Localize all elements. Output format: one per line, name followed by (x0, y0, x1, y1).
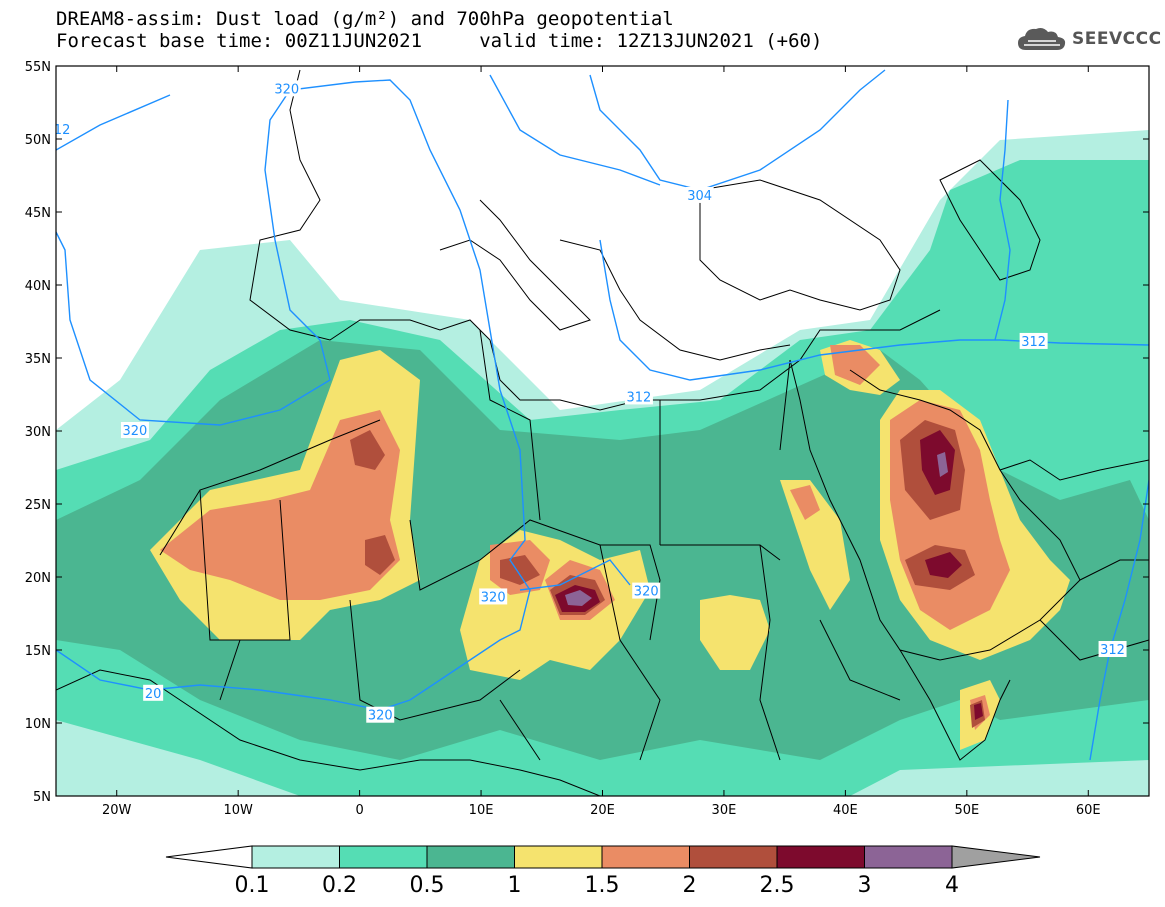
lon-tick-label: 20W (102, 803, 132, 818)
lon-tick-label: 60E (1076, 803, 1101, 818)
lat-tick-label: 55N (25, 60, 51, 75)
lat-tick-label: 10N (25, 717, 51, 732)
title-line-1: DREAM8-assim: Dust load (g/m²) and 700hP… (56, 8, 674, 30)
colorbar-swatch (776, 845, 865, 869)
contour-label: 320 (368, 709, 393, 724)
colorbar-label: 4 (945, 873, 959, 898)
colorbar-swatch (251, 845, 340, 869)
geopotential-contours (56, 69, 1149, 761)
colorbar-label: 1 (508, 873, 522, 898)
colorbar-label: 0.5 (410, 873, 445, 898)
map-title: DREAM8-assim: Dust load (g/m²) and 700hP… (56, 8, 822, 52)
lat-tick-label: 5N (33, 790, 51, 805)
colorbar-swatch (601, 845, 690, 869)
contour-label-bg (1019, 332, 1048, 349)
lat-tick-label: 45N (25, 206, 51, 221)
colorbar-label: 2.5 (760, 873, 795, 898)
colorbar-swatch (514, 845, 603, 869)
map-plot-area: 320 12 304 312 312 320 320 320 312 20 320 (54, 66, 1149, 796)
contour-label: 320 (634, 585, 659, 600)
lon-tick-label: 40E (833, 803, 858, 818)
lat-tick-label: 20N (25, 571, 51, 586)
colorbar: 0.1 0.2 0.5 1 1.5 2 2.5 3 4 (165, 845, 1041, 898)
colorbar-swatch (864, 845, 953, 869)
contour-label-bg (120, 422, 149, 438)
lat-tick-label: 25N (25, 498, 51, 513)
colorbar-high-arrow (951, 845, 1041, 869)
lat-tick-label: 40N (25, 279, 51, 294)
contour-label-bg (143, 684, 164, 701)
lon-tick-label: 20E (590, 803, 615, 818)
lat-tick-label: 15N (25, 644, 51, 659)
colorbar-label: 2 (683, 873, 697, 898)
axis-ticks: 20W 10W 0 10E 20E 30E 40E 50E 60E 55N 50N 45N 40N 35N… (25, 60, 1149, 818)
lat-tick-label: 30N (25, 425, 51, 440)
country-borders (56, 69, 1149, 796)
contour-label: 320 (274, 82, 299, 97)
lat-tick-label: 50N (25, 133, 51, 148)
contour-label-bg (479, 588, 508, 605)
seevccc-logo: SEEVCCC (1016, 26, 1162, 52)
contour-label: 320 (481, 590, 506, 605)
contour-label-bg (624, 388, 653, 405)
contour-label: 304 (687, 189, 712, 204)
contour-label-bg (632, 582, 661, 599)
lon-tick-label: 10E (469, 803, 494, 818)
lon-tick-label: 0 (355, 803, 363, 818)
lon-tick-label: 30E (712, 803, 737, 818)
lat-tick-label: 35N (25, 352, 51, 367)
colorbar-swatch (689, 845, 778, 869)
dust-level-2.5 (555, 430, 983, 720)
contour-label-bg (1098, 641, 1127, 657)
colorbar-label: 3 (858, 873, 872, 898)
contour-label: 20 (145, 687, 162, 702)
contour-label-bg (685, 186, 714, 203)
colorbar-label: 1.5 (585, 873, 620, 898)
colorbar-label: 0.2 (322, 873, 357, 898)
colorbar-swatch (426, 845, 515, 869)
title-line-2: Forecast base time: 00Z11JUN2021 valid t… (56, 30, 823, 52)
lon-tick-label: 50E (954, 803, 979, 818)
lon-tick-label: 10W (223, 803, 253, 818)
contour-labels: 320 12 304 312 312 320 320 320 312 20 320 (54, 80, 1127, 724)
contour-label-bg (366, 706, 395, 723)
contour-label: 12 (54, 123, 71, 138)
contour-label-bg (56, 121, 73, 138)
contour-label: 320 (123, 424, 148, 439)
logo-text: SEEVCCC (1072, 29, 1162, 49)
contour-label-bg (272, 80, 301, 97)
colorbar-label: 0.1 (235, 873, 270, 898)
colorbar-swatch (339, 845, 428, 869)
contour-label: 312 (1021, 335, 1046, 350)
cloud-icon (1018, 28, 1066, 50)
colorbar-low-arrow (165, 845, 253, 869)
contour-label: 312 (627, 390, 652, 405)
dust-level-3 (565, 452, 948, 606)
contour-label: 312 (1100, 643, 1125, 658)
